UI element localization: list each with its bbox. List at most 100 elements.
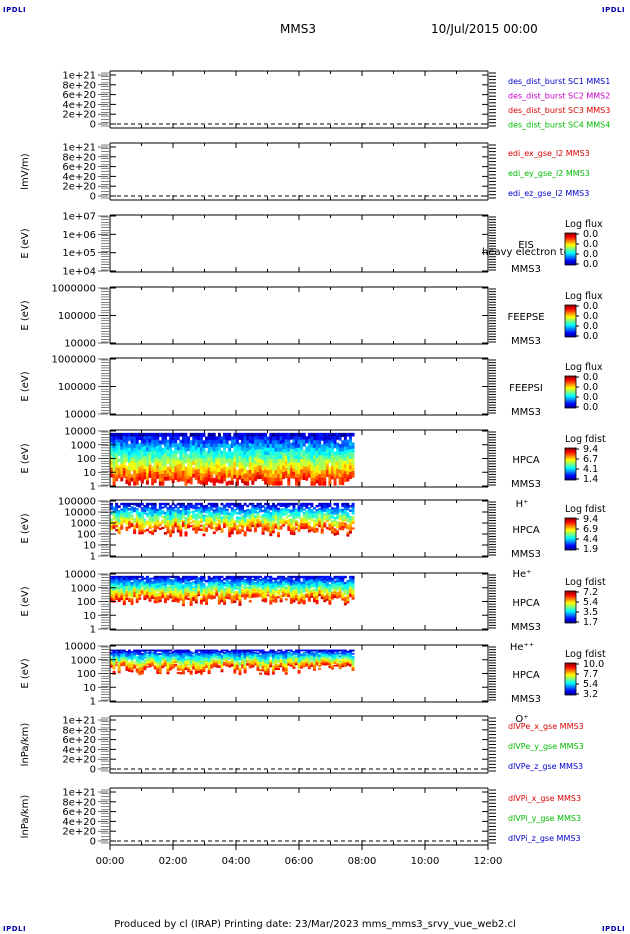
spectrogram-cell: [328, 470, 332, 475]
spectrogram-cell: [343, 586, 347, 589]
spectrogram-cell: [205, 466, 209, 471]
spectrogram-cell: [169, 655, 173, 658]
spectrogram-cell: [271, 530, 275, 534]
spectrogram-cell: [207, 670, 211, 673]
spectrogram-cell: [161, 585, 165, 588]
spectrogram-cell: [148, 655, 152, 658]
spectrogram-cell: [192, 575, 196, 579]
spectrogram-cell: [115, 504, 119, 508]
spectrogram-cell: [205, 517, 209, 520]
spectrogram-cell: [197, 585, 201, 588]
spectrogram-cell: [215, 450, 219, 455]
spectrogram-cell: [171, 475, 175, 480]
spectrogram-cell: [135, 458, 139, 463]
spectrogram-cell: [284, 508, 288, 511]
spectrogram-cell: [333, 585, 337, 588]
spectrogram-cell: [266, 519, 270, 522]
spectrogram-cell: [163, 650, 167, 653]
spectrogram-cell: [176, 467, 180, 472]
spectrogram-cell: [261, 432, 265, 437]
spectrogram-cell: [176, 583, 180, 586]
spectrogram-cell: [323, 577, 327, 580]
spectrogram-cell: [269, 436, 273, 441]
spectrogram-cell: [120, 586, 124, 589]
spectrogram-cell: [302, 526, 306, 530]
spectrogram-cell: [156, 583, 160, 586]
spectrogram-cell: [145, 512, 149, 516]
spectrogram-cell: [135, 517, 139, 520]
spectrogram-cell: [199, 651, 203, 654]
spectrogram-cell: [297, 451, 301, 456]
colorbar-title: Log fdist: [565, 577, 606, 588]
spectrogram-cell: [341, 443, 345, 449]
spectrogram-cell: [197, 472, 201, 477]
y-tick-label: 2e+20: [62, 110, 96, 121]
spectrogram-cell: [166, 466, 170, 471]
spectrogram-cell: [274, 447, 278, 452]
spectrogram-cell: [130, 457, 134, 461]
spectrogram-cell: [189, 670, 193, 674]
spectrogram-cell: [163, 662, 167, 665]
spectrogram-cell: [279, 432, 283, 437]
spectrogram-cell: [145, 440, 149, 445]
spectrogram-cell: [300, 519, 304, 522]
spectrogram-cell: [197, 584, 201, 587]
spectrogram-cell: [181, 502, 185, 505]
spectrogram-cell: [125, 669, 129, 671]
spectrogram-cell: [133, 473, 137, 478]
spectrogram-cell: [184, 436, 188, 441]
spectrogram-cell: [238, 505, 242, 508]
spectrogram-cell: [325, 432, 329, 437]
spectrogram-cell: [315, 527, 319, 531]
spectrogram-cell: [130, 506, 134, 509]
spectrogram-cell: [284, 464, 288, 469]
spectrogram-cell: [310, 577, 314, 580]
spectrogram-cell: [151, 583, 155, 586]
spectrogram-cell: [235, 436, 239, 441]
spectrogram-cell: [331, 459, 334, 463]
spectrogram-cell: [318, 594, 322, 597]
spectrogram-cell: [241, 529, 245, 532]
spectrogram-cell: [307, 511, 311, 514]
spectrogram-cell: [145, 469, 149, 474]
spectrogram-cell: [271, 592, 275, 595]
spectrogram-cell: [256, 504, 260, 507]
spectrogram-cell: [212, 477, 216, 482]
spectrogram-cell: [233, 504, 237, 508]
spectrogram-cell: [171, 464, 175, 469]
spectrogram-cell: [112, 506, 116, 509]
spectrogram-cell: [148, 660, 152, 663]
spectrogram-cell: [117, 664, 121, 667]
spectrogram-cell: [127, 470, 131, 475]
spectrogram-cell: [130, 592, 134, 595]
spectrogram-cell: [348, 452, 352, 457]
spectrogram-cell: [241, 590, 245, 593]
spectrogram-cell: [148, 594, 152, 597]
spectrogram-cell: [248, 456, 252, 461]
spectrogram-cell: [348, 520, 352, 523]
spectrogram-cell: [148, 474, 152, 478]
spectrogram-cell: [287, 578, 291, 581]
spectrogram-cell: [171, 654, 175, 657]
spectrogram-cell: [248, 587, 252, 590]
spectrogram-cell: [189, 586, 193, 589]
spectrogram-cell: [133, 481, 137, 486]
spectrogram-cell: [125, 580, 129, 584]
spectrogram-cell: [179, 581, 183, 584]
spectrogram-cell: [169, 512, 173, 516]
spectrogram-cell: [233, 465, 237, 469]
spectrogram-cell: [169, 593, 173, 596]
spectrogram-cell: [143, 592, 147, 595]
spectrogram-cell: [197, 476, 201, 481]
spectrogram-cell: [253, 443, 257, 447]
spectrogram-cell: [197, 450, 201, 455]
spectrogram-cell: [318, 587, 322, 590]
spectrogram-cell: [338, 578, 342, 581]
spectrogram-cell: [125, 657, 129, 659]
spectrogram-cell: [110, 432, 113, 437]
spectrogram-cell: [328, 524, 332, 527]
spectrogram-cell: [315, 575, 319, 579]
spectrogram-cell: [261, 463, 265, 468]
spectrogram-cell: [112, 660, 116, 663]
colorbar-tick-label: 3.5: [583, 607, 598, 618]
